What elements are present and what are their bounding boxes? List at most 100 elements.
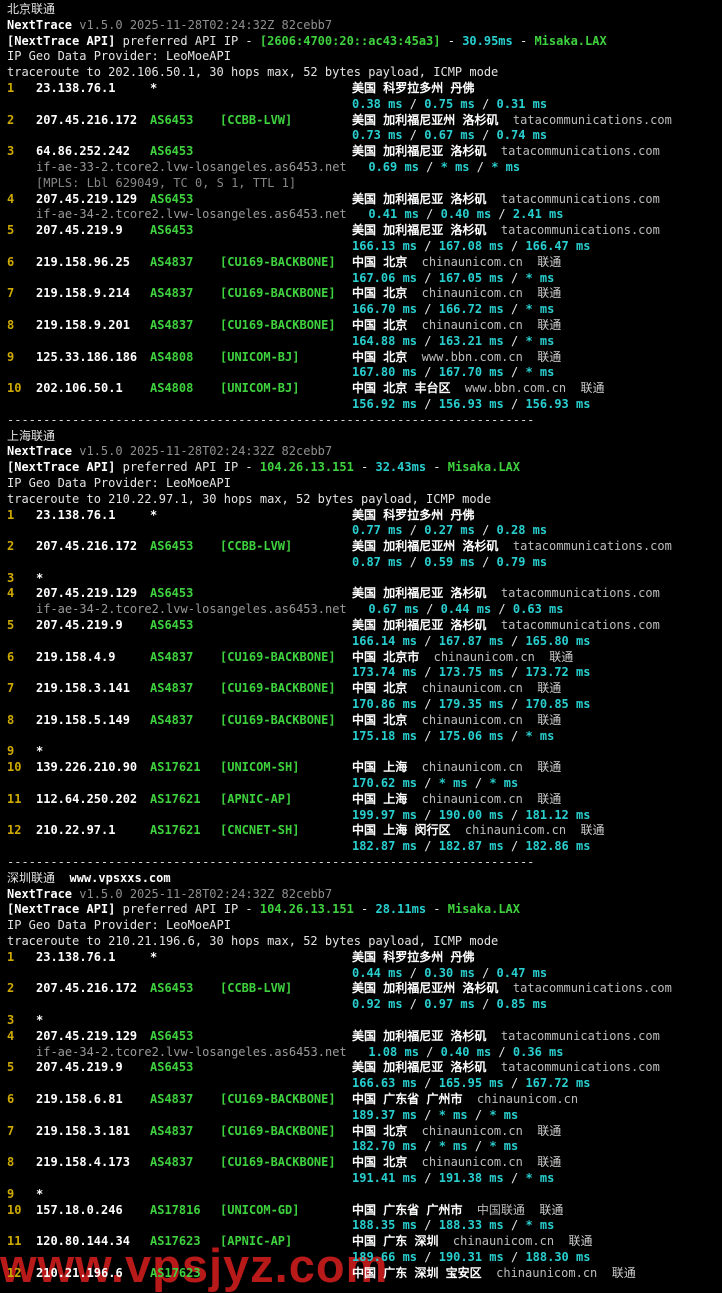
rtt-value: * ms <box>438 1139 468 1154</box>
app-name: NextTrace <box>7 444 73 459</box>
rtt-value: 199.97 ms <box>352 807 418 822</box>
hop-isp: 联通 <box>597 1265 636 1280</box>
hop-geo-group: 中国 广东省 广州市 中国联通 联通 <box>352 1203 563 1219</box>
hop-hostname: tatacommunications.com <box>498 539 672 554</box>
hop-geo: 中国 北京 <box>352 254 408 269</box>
traceroute-summary: traceroute to 210.21.196.6, 30 hops max,… <box>7 934 499 949</box>
rtt-value: 188.33 ms <box>438 1218 504 1233</box>
hop-geo-group: 美国 加利福尼亚 洛杉矶 tatacommunications.com <box>352 618 660 634</box>
hop-as-label: [CCBB-LVW] <box>220 981 293 996</box>
dash-separator: - <box>353 902 376 917</box>
hop-rtt-line: 189.66 ms / 190.31 ms / 188.30 ms <box>0 1250 722 1266</box>
traceroute-summary: traceroute to 210.22.97.1, 30 hops max, … <box>7 491 492 506</box>
hop-asn: AS4808 <box>150 381 194 396</box>
hop-hostname: chinaunicom.cn <box>462 1091 579 1106</box>
hop-asn: AS4837 <box>150 681 194 696</box>
dash-separator: - <box>353 460 376 475</box>
hop-row: 5 207.45.219.9 AS6453 美国 加利福尼亚 洛杉矶 tatacomm… <box>0 618 722 634</box>
hop-row: 10 139.226.210.90 AS17621 [UNICOM-SH] 中国 上海 … <box>0 760 722 776</box>
rtt-separator: / <box>491 207 513 222</box>
hop-geo: 美国 加利福尼亚 洛杉矶 <box>352 1060 487 1075</box>
section-separator: ----------------------------------------… <box>0 855 722 871</box>
rtt-value: * ms <box>440 159 470 174</box>
rtt-separator: / <box>474 965 497 980</box>
section-title-line: 深圳联通 www.vpsxxs.com <box>0 871 722 887</box>
hop-row: 9 * <box>0 1187 722 1203</box>
rtt-value: 0.59 ms <box>424 554 475 569</box>
gap <box>347 207 369 221</box>
hop-number: 3 <box>7 1013 15 1027</box>
hop-row: 4 207.45.219.129 AS6453 美国 加利福尼亚 洛杉矶 tataco… <box>0 192 722 208</box>
separator-dashes: ----------------------------------------… <box>7 855 535 870</box>
hop-as-label: [CCBB-LVW] <box>220 539 293 554</box>
hop-geo-group: 美国 加利福尼亚州 洛杉矶 tatacommunications.com <box>352 113 672 129</box>
rtt-value: 0.74 ms <box>496 128 548 143</box>
rtt-value: 170.62 ms <box>352 776 418 791</box>
hop-number: 9 <box>7 349 15 364</box>
hop-geo-group: 中国 北京市 chinaunicom.cn 联通 <box>352 650 573 666</box>
hop-rtt-line: 170.86 ms / 179.35 ms / 170.85 ms <box>0 697 722 713</box>
hop-geo: 美国 加利福尼亚 洛杉矶 <box>352 618 487 633</box>
dash-separator: - <box>426 460 448 475</box>
hop-timeout-star: * <box>150 80 158 95</box>
rtt-value: * ms <box>525 728 555 743</box>
hop-ip: 210.22.97.1 <box>36 823 116 838</box>
hop-rtt-line: 166.13 ms / 167.08 ms / 166.47 ms <box>0 239 722 255</box>
rtt-value: * ms <box>489 1107 519 1122</box>
hop-geo: 美国 科罗拉多州 丹佛 <box>352 949 475 964</box>
rtt-value: * ms <box>525 1218 555 1233</box>
rtt-separator: / <box>417 1139 439 1154</box>
hop-geo: 中国 广东省 广州市 <box>352 1091 463 1106</box>
hop-row: 10 157.18.0.246 AS17816 [UNICOM-GD] 中国 广东省 广… <box>0 1203 722 1219</box>
hop-geo: 中国 北京 <box>352 1123 408 1138</box>
hop-asn: AS4837 <box>150 1155 194 1170</box>
hop-mpls-info: [MPLS: Lbl 629049, TC 0, S 1, TTL 1] <box>36 175 297 190</box>
version-line: NextTrace v1.5.0 2025-11-28T02:24:32Z 82… <box>0 444 722 460</box>
hop-hostname: chinaunicom.cn <box>481 1265 598 1280</box>
rtt-value: 170.86 ms <box>352 697 418 712</box>
gap <box>347 160 369 174</box>
hop-asn: AS17816 <box>150 1202 201 1217</box>
rtt-value: 0.44 ms <box>352 965 403 980</box>
api-ip: 104.26.13.151 <box>259 902 354 917</box>
hop-geo: 中国 上海 闵行区 <box>352 823 451 838</box>
hop-ip: 210.21.196.6 <box>36 1265 123 1280</box>
traceroute-line: traceroute to 210.22.97.1, 30 hops max, … <box>0 492 722 508</box>
api-text: preferred API IP - <box>115 33 260 48</box>
hop-timeout-star: * <box>150 507 158 522</box>
rtt-separator: / <box>417 665 439 680</box>
hop-number: 6 <box>7 649 15 664</box>
hop-geo: 美国 加利福尼亚 洛杉矶 <box>352 1028 487 1043</box>
hop-geo: 美国 加利福尼亚 洛杉矶 <box>352 223 487 238</box>
hop-isp: 联通 <box>566 381 605 396</box>
hop-ip: 157.18.0.246 <box>36 1202 123 1217</box>
hop-row: 9 125.33.186.186 AS4808 [UNICOM-BJ] 中国 北京 ww… <box>0 350 722 366</box>
hop-rtt-line: 166.14 ms / 167.87 ms / 165.80 ms <box>0 634 722 650</box>
hop-asn: AS6453 <box>150 1028 194 1043</box>
hop-rtt-line: 156.92 ms / 156.93 ms / 156.93 ms <box>0 397 722 413</box>
hop-geo-group: 美国 加利福尼亚州 洛杉矶 tatacommunications.com <box>352 981 672 997</box>
hop-row: 8 219.158.5.149 AS4837 [CU169-BACKBONE] 中国 北… <box>0 713 722 729</box>
hop-hostname: chinaunicom.cn <box>407 791 523 806</box>
rtt-value: 0.73 ms <box>352 128 403 143</box>
hop-geo: 中国 北京 <box>352 317 408 332</box>
hop-rtt-line: 0.92 ms / 0.97 ms / 0.85 ms <box>0 997 722 1013</box>
hop-geo-group: 中国 北京 chinaunicom.cn 联通 <box>352 1155 561 1171</box>
rtt-separator: / <box>474 997 497 1012</box>
hop-timeout-star: * <box>150 949 158 964</box>
hop-geo-group: 中国 广东省 广州市 chinaunicom.cn <box>352 1092 578 1108</box>
rtt-separator: / <box>474 523 497 538</box>
hop-geo: 美国 科罗拉多州 丹佛 <box>352 80 475 95</box>
rtt-separator: / <box>417 728 439 743</box>
hop-as-label: [APNIC-AP] <box>220 1234 293 1249</box>
hop-row: 6 219.158.96.25 AS4837 [CU169-BACKBONE] 中国 北… <box>0 255 722 271</box>
hop-asn: AS17621 <box>150 823 201 838</box>
api-line: [NextTrace API] preferred API IP - [2606… <box>0 34 722 50</box>
hop-number: 9 <box>7 1186 15 1201</box>
geo-provider: IP Geo Data Provider: LeoMoeAPI <box>7 918 231 933</box>
section-site: www.vpsxxs.com <box>55 870 171 885</box>
api-line: [NextTrace API] preferred API IP - 104.2… <box>0 460 722 476</box>
hop-hostname: tatacommunications.com <box>486 223 660 238</box>
dash-separator: - <box>426 902 448 917</box>
